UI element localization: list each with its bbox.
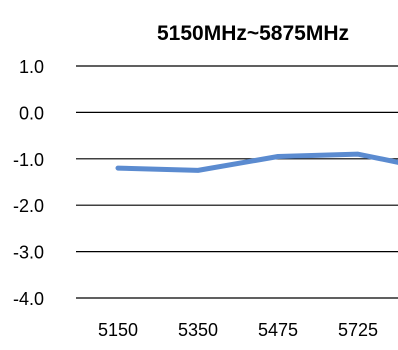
y-axis-tick-labels: 1.0 0.0 -1.0 -2.0 -3.0 -4.0 [13,57,44,309]
x-axis-tick-labels: 51505350547557255875 [98,320,398,340]
y-tick-label: -1.0 [13,150,44,170]
y-tick-label: 1.0 [19,57,44,77]
y-tick-label: -4.0 [13,289,44,309]
x-tick-label: 5150 [98,320,138,340]
x-tick-label: 5725 [338,320,378,340]
series-layer [118,154,398,170]
y-tick-label: -2.0 [13,196,44,216]
y-tick-label: -3.0 [13,243,44,263]
y-tick-label: 0.0 [19,103,44,123]
x-tick-label: 5475 [258,320,298,340]
series-line [118,154,398,170]
gridlines [76,66,398,298]
x-tick-label: 5350 [178,320,218,340]
chart-title: 5150MHz~5875MHz [157,22,349,45]
